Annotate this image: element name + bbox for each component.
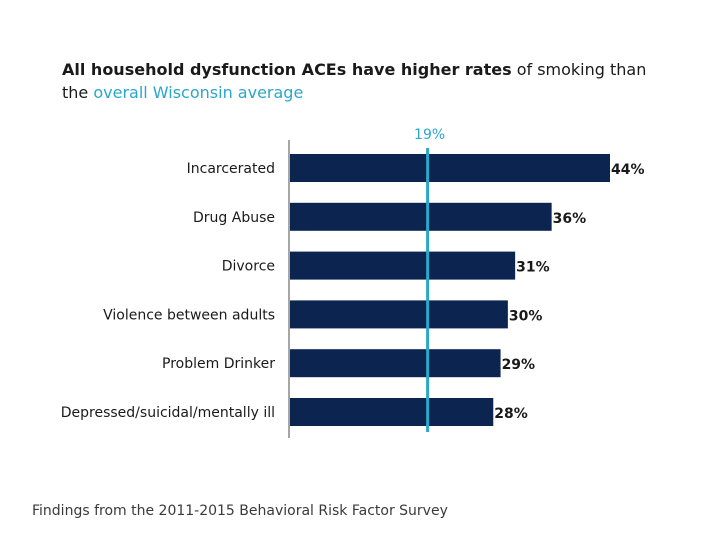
bar — [289, 398, 494, 426]
category-label: Incarcerated — [187, 161, 275, 177]
footnote: Findings from the 2011-2015 Behavioral R… — [32, 503, 448, 519]
category-label: Violence between adults — [103, 307, 275, 323]
category-label: Problem Drinker — [162, 356, 275, 372]
title-accent-part: overall Wisconsin average — [93, 83, 304, 102]
bar — [289, 154, 610, 182]
category-label: Divorce — [222, 259, 275, 275]
title-plain-part: of smoking than the — [62, 60, 647, 102]
category-label: Drug Abuse — [193, 210, 275, 226]
title-bold-part: All household dysfunction ACEs have high… — [62, 60, 512, 79]
bar — [289, 251, 516, 280]
bar — [289, 202, 552, 231]
reference-line-label: 19% — [414, 127, 445, 143]
chart-title: All household dysfunction ACEs have high… — [62, 58, 662, 104]
value-label: 30% — [509, 308, 543, 324]
category-label: Depressed/suicidal/mentally ill — [61, 405, 275, 421]
value-label: 36% — [553, 211, 587, 227]
value-label: 29% — [502, 357, 536, 373]
value-label: 44% — [611, 162, 645, 178]
value-label: 31% — [516, 260, 550, 276]
bar — [289, 349, 501, 378]
value-label: 28% — [494, 406, 528, 422]
bar — [289, 300, 508, 329]
